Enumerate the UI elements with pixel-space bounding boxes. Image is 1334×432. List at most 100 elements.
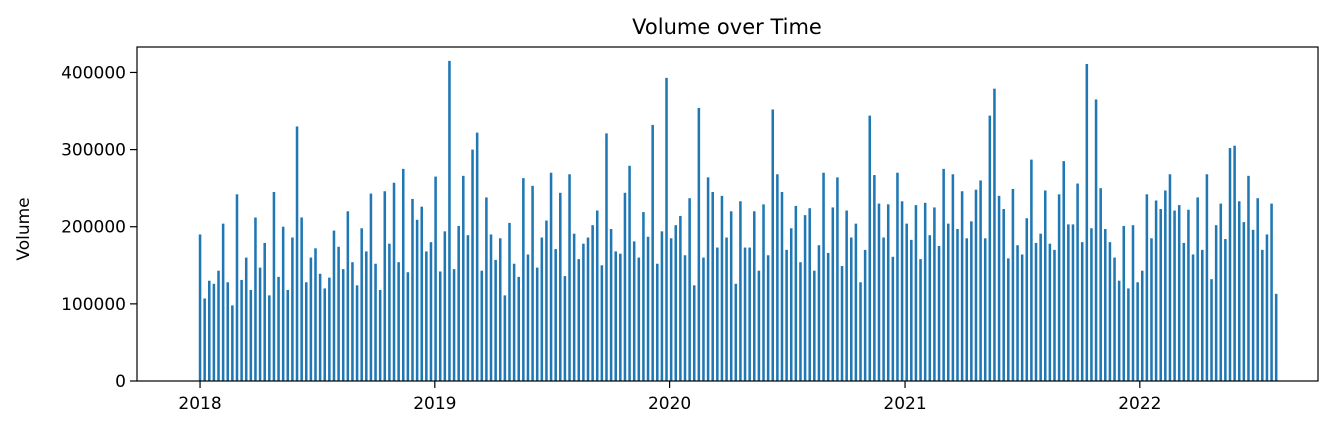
volume-bar (341, 269, 345, 381)
volume-bar (914, 205, 918, 381)
volume-bar (1270, 203, 1273, 381)
volume-bar (863, 249, 867, 381)
volume-bar (351, 262, 354, 381)
volume-bar (254, 217, 257, 381)
volume-bar (669, 238, 673, 381)
volume-bar (831, 207, 835, 381)
volume-bar (480, 270, 484, 381)
volume-bar (725, 237, 728, 381)
volume-bar (637, 257, 641, 381)
volume-bar (1261, 249, 1264, 381)
volume-bar (485, 197, 488, 381)
volume-bar (697, 107, 701, 381)
volume-bar (799, 262, 802, 381)
volume-bar (826, 252, 830, 381)
volume-bar (896, 172, 899, 381)
volume-bar (401, 168, 405, 381)
volume-bar (374, 263, 377, 381)
volume-bar (448, 60, 451, 381)
volume-bar (711, 192, 714, 381)
volume-bar (753, 211, 756, 381)
volume-bar (318, 273, 322, 381)
y-tick-label: 300000 (61, 141, 126, 161)
volume-bar (286, 289, 290, 381)
volume-bar (623, 192, 627, 381)
volume-bar (1020, 254, 1024, 381)
volume-bar (1025, 218, 1029, 381)
volume-bar (1205, 174, 1209, 381)
volume-bar (244, 257, 248, 381)
volume-bar (300, 217, 303, 381)
volume-bar (268, 295, 271, 381)
volume-bar (1062, 161, 1065, 381)
volume-bar (1090, 228, 1093, 381)
volume-bar (337, 246, 340, 381)
volume-bar (1104, 229, 1107, 381)
volume-bar (683, 255, 687, 381)
volume-bar (1237, 201, 1241, 381)
volume-bar (1159, 208, 1162, 381)
volume-bar (997, 195, 1001, 381)
volume-bar (1177, 205, 1181, 381)
volume-bar (517, 276, 520, 381)
volume-bar (1011, 188, 1015, 381)
volume-bar (923, 202, 927, 381)
volume-bar (928, 235, 932, 381)
volume-bar (489, 234, 493, 381)
volume-bar (522, 178, 525, 381)
volume-bar (988, 115, 992, 382)
volume-bar (979, 180, 982, 381)
volume-bar (1219, 203, 1223, 381)
volume-bar (217, 270, 220, 381)
volume-bar (369, 193, 373, 381)
volume-bar (1214, 225, 1218, 381)
volume-bar (665, 77, 668, 381)
volume-bar (619, 253, 622, 381)
volume-bar (1043, 190, 1047, 381)
volume-bar (1265, 234, 1269, 381)
volume-bar (1053, 249, 1056, 381)
y-axis-label: Volume (14, 197, 34, 260)
volume-bar (411, 198, 414, 381)
volume-bar (891, 256, 895, 381)
plot-frame (136, 46, 1319, 382)
volume-bar (226, 282, 230, 381)
volume-bar (743, 247, 747, 381)
volume-bar (586, 237, 590, 381)
volume-bar (780, 192, 784, 381)
bar-series (198, 60, 1278, 382)
volume-bar (388, 243, 391, 381)
volume-bar (545, 220, 548, 381)
volume-bar (803, 215, 807, 381)
chart-title: Volume over Time (632, 15, 822, 39)
volume-bar (378, 289, 382, 381)
volume-bar (577, 259, 581, 381)
volume-bar (526, 254, 530, 381)
volume-bar (720, 195, 724, 381)
volume-bar (1182, 242, 1186, 381)
volume-bar (1080, 242, 1084, 381)
volume-bar (1242, 222, 1246, 381)
volume-bar (1016, 245, 1019, 381)
volume-bar (651, 124, 654, 381)
volume-bar (877, 203, 881, 381)
volume-bar (221, 223, 225, 381)
volume-bar (475, 132, 479, 381)
volume-bar (328, 277, 331, 381)
volume-bar (646, 236, 650, 381)
volume-bar (859, 282, 862, 381)
volume-bar (836, 177, 839, 381)
volume-bar (706, 177, 710, 381)
volume-bar (910, 239, 913, 381)
volume-bar (249, 289, 253, 381)
volume-bar (762, 204, 765, 381)
volume-bar (993, 88, 996, 382)
volume-bar (314, 248, 317, 381)
volume-bar (1191, 254, 1195, 381)
volume-bar (434, 176, 437, 381)
volume-bar (462, 175, 465, 381)
volume-bar (882, 237, 885, 381)
volume-bar (970, 221, 973, 381)
volume-bar (406, 272, 410, 381)
volume-bar (258, 267, 262, 381)
